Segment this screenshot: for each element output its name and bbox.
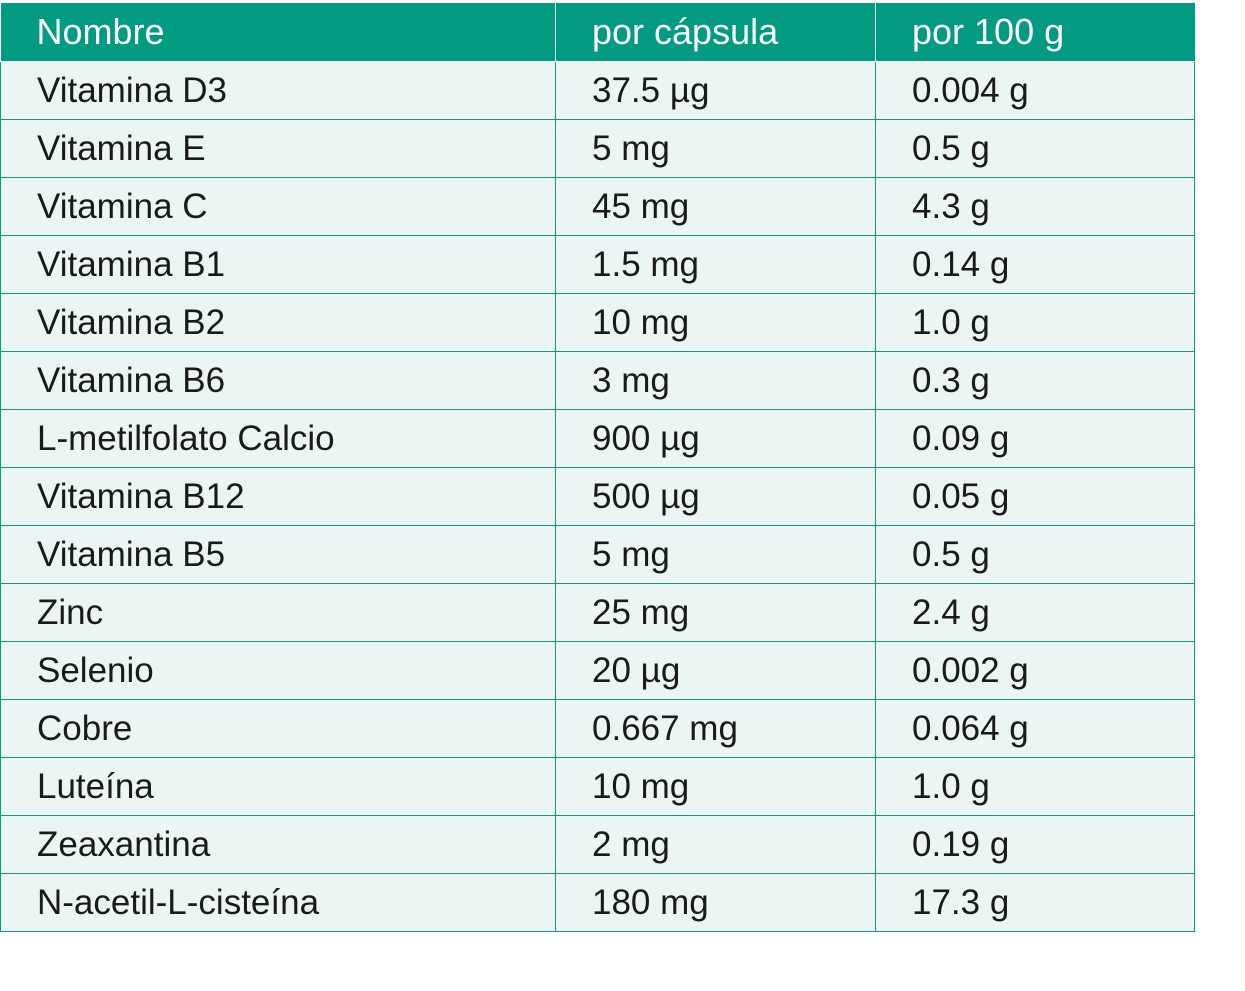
header-cell: Nombre <box>0 3 556 62</box>
table-row: Vitamina B12 500 µg 0.05 g <box>0 467 1195 526</box>
header-cell: por cápsula <box>555 3 876 62</box>
table-cell: Selenio <box>0 641 556 700</box>
table-cell: N-acetil-L-cisteína <box>0 873 556 932</box>
table-cell: Vitamina B2 <box>0 293 556 352</box>
table-row: Selenio 20 µg 0.002 g <box>0 641 1195 700</box>
table-cell: 0.09 g <box>875 409 1195 468</box>
table-cell: 0.05 g <box>875 467 1195 526</box>
table-cell: Vitamina E <box>0 119 556 178</box>
table-cell: 900 µg <box>555 409 876 468</box>
table-cell: 2.4 g <box>875 583 1195 642</box>
table-row: Cobre 0.667 mg 0.064 g <box>0 699 1195 758</box>
table-cell: 0.002 g <box>875 641 1195 700</box>
table-row: Luteína 10 mg 1.0 g <box>0 757 1195 816</box>
table-cell: 0.064 g <box>875 699 1195 758</box>
table-cell: Vitamina C <box>0 177 556 236</box>
table-cell: Zinc <box>0 583 556 642</box>
table-cell: 17.3 g <box>875 873 1195 932</box>
table-cell: 0.14 g <box>875 235 1195 294</box>
table-cell: 500 µg <box>555 467 876 526</box>
table-cell: 1.5 mg <box>555 235 876 294</box>
table-row: L-metilfolato Calcio 900 µg 0.09 g <box>0 409 1195 468</box>
table-row: N-acetil-L-cisteína 180 mg 17.3 g <box>0 873 1195 932</box>
nutrient-table: Nombre por cápsula por 100 g Vitamina D3 37… <box>0 3 1195 932</box>
table-cell: 0.5 g <box>875 119 1195 178</box>
table-cell: 0.3 g <box>875 351 1195 410</box>
table-cell: 25 mg <box>555 583 876 642</box>
table-cell: 10 mg <box>555 757 876 816</box>
table-cell: Vitamina B1 <box>0 235 556 294</box>
table-cell: 3 mg <box>555 351 876 410</box>
table-cell: 4.3 g <box>875 177 1195 236</box>
table-cell: Vitamina B5 <box>0 525 556 584</box>
table-cell: 45 mg <box>555 177 876 236</box>
table-row: Vitamina C 45 mg 4.3 g <box>0 177 1195 236</box>
table-cell: 20 µg <box>555 641 876 700</box>
table-row: Zinc 25 mg 2.4 g <box>0 583 1195 642</box>
table-cell: 5 mg <box>555 119 876 178</box>
table-cell: 180 mg <box>555 873 876 932</box>
table-row: Zeaxantina 2 mg 0.19 g <box>0 815 1195 874</box>
header-cell: por 100 g <box>875 3 1195 62</box>
table-row: Vitamina B6 3 mg 0.3 g <box>0 351 1195 410</box>
table-cell: 0.19 g <box>875 815 1195 874</box>
table-cell: 37.5 µg <box>555 61 876 120</box>
table-cell: 10 mg <box>555 293 876 352</box>
table-cell: Vitamina D3 <box>0 61 556 120</box>
table-row: Vitamina B2 10 mg 1.0 g <box>0 293 1195 352</box>
table-cell: 0.5 g <box>875 525 1195 584</box>
table-cell: Vitamina B12 <box>0 467 556 526</box>
table-cell: Cobre <box>0 699 556 758</box>
table-row: Vitamina B5 5 mg 0.5 g <box>0 525 1195 584</box>
table-cell: 0.667 mg <box>555 699 876 758</box>
table-cell: 2 mg <box>555 815 876 874</box>
header-row: Nombre por cápsula por 100 g <box>0 3 1195 62</box>
table-row: Vitamina D3 37.5 µg 0.004 g <box>0 61 1195 120</box>
table-cell: 5 mg <box>555 525 876 584</box>
table-cell: 1.0 g <box>875 757 1195 816</box>
table-cell: Luteína <box>0 757 556 816</box>
table-cell: Zeaxantina <box>0 815 556 874</box>
table-cell: 0.004 g <box>875 61 1195 120</box>
table-cell: L-metilfolato Calcio <box>0 409 556 468</box>
table-cell: Vitamina B6 <box>0 351 556 410</box>
table-cell: 1.0 g <box>875 293 1195 352</box>
table-row: Vitamina B1 1.5 mg 0.14 g <box>0 235 1195 294</box>
